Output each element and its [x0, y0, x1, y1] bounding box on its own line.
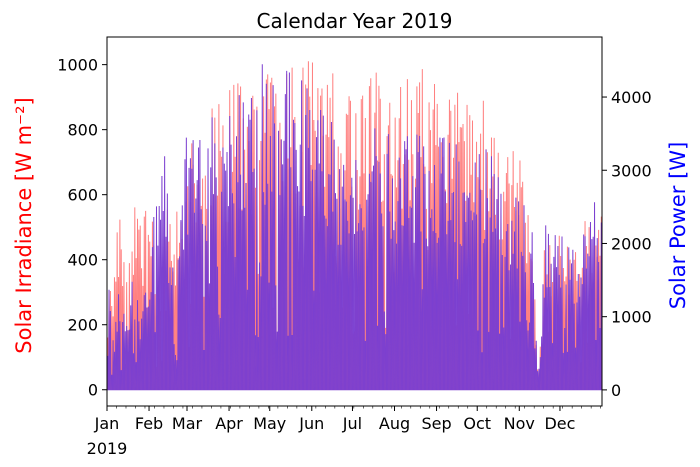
- plot-area: [106, 61, 603, 391]
- x-tick-label-may: May: [253, 414, 286, 433]
- y-left-tick-label: 200: [67, 316, 98, 335]
- x-tick-label-oct: Oct: [463, 414, 491, 433]
- series-power-area: [106, 64, 603, 391]
- y-right-tick-label: 2000: [611, 234, 652, 253]
- y-right-tick-label: 1000: [611, 308, 652, 327]
- y-axis-right-label: Solar Power [W]: [666, 142, 690, 310]
- x-tick-label-jan: Jan: [94, 414, 120, 433]
- y-left-tick-label: 800: [67, 121, 98, 140]
- x-tick-sublabel-year: 2019: [87, 439, 128, 458]
- x-tick-label-feb: Feb: [135, 414, 163, 433]
- y-left-tick-label: 400: [67, 251, 98, 270]
- plot-frame: [106, 36, 603, 407]
- y-axis-left: 0 200 400 600 800 1000: [57, 56, 107, 400]
- y-right-tick-label: 3000: [611, 161, 652, 180]
- y-left-tick-label: 0: [88, 381, 98, 400]
- x-tick-label-aug: Aug: [379, 414, 410, 433]
- x-tick-label-sep: Sep: [421, 414, 451, 433]
- y-axis-right: 0 1000 2000 3000 4000: [602, 88, 652, 400]
- x-tick-label-mar: Mar: [172, 414, 203, 433]
- x-tick-label-jul: Jul: [342, 414, 362, 433]
- x-axis: Jan 2019 Feb Mar Apr May Jun Jul Aug Sep Oct Nov Dec: [87, 406, 601, 458]
- y-right-tick-label: 0: [611, 381, 621, 400]
- y-axis-left-label: Solar Irradiance [W m⁻²]: [12, 97, 36, 353]
- y-right-tick-label: 4000: [611, 88, 652, 107]
- x-tick-label-jun: Jun: [298, 414, 324, 433]
- x-tick-label-dec: Dec: [544, 414, 575, 433]
- x-tick-label-nov: Nov: [504, 414, 535, 433]
- chart-title: Calendar Year 2019: [257, 9, 453, 33]
- x-tick-label-apr: Apr: [215, 414, 243, 433]
- y-left-tick-label: 600: [67, 186, 98, 205]
- y-left-tick-label: 1000: [57, 56, 98, 75]
